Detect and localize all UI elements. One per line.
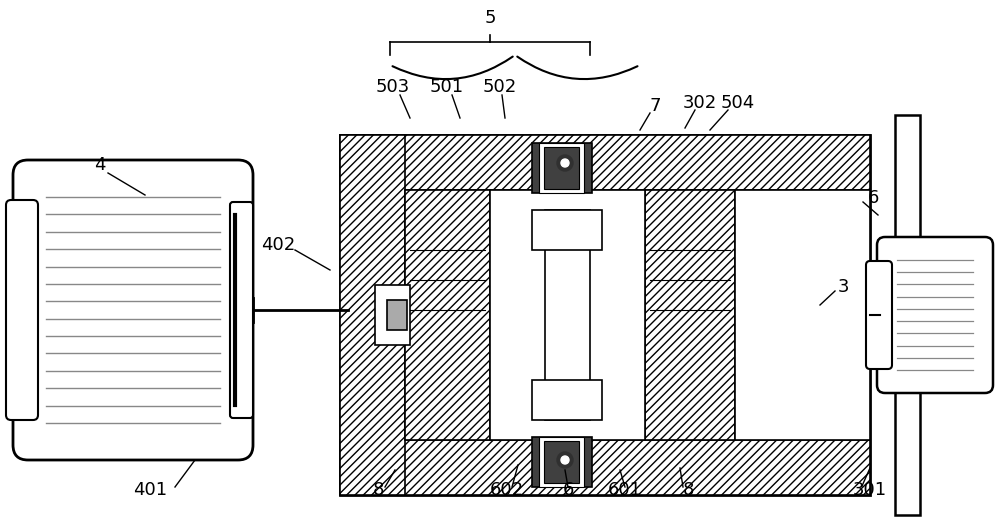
Bar — [532, 380, 602, 420]
Bar — [532, 210, 602, 250]
Circle shape — [557, 452, 573, 468]
Text: 401: 401 — [133, 481, 167, 499]
FancyBboxPatch shape — [6, 200, 38, 420]
Text: 5: 5 — [484, 9, 496, 27]
Bar — [539, 437, 584, 487]
Text: 503: 503 — [376, 78, 410, 96]
Bar — [735, 190, 870, 440]
Text: 6: 6 — [867, 189, 879, 207]
Text: 301: 301 — [853, 481, 887, 499]
Circle shape — [561, 159, 569, 167]
Bar — [375, 285, 410, 345]
Text: 602: 602 — [490, 481, 524, 499]
Text: 4: 4 — [94, 156, 106, 174]
Bar — [490, 190, 645, 440]
FancyBboxPatch shape — [230, 202, 253, 418]
Circle shape — [557, 155, 573, 171]
Bar — [895, 115, 920, 515]
Bar — [532, 437, 592, 487]
Bar — [645, 190, 735, 440]
Text: 8: 8 — [372, 481, 384, 499]
Text: 7: 7 — [649, 97, 661, 115]
Text: 302: 302 — [683, 94, 717, 112]
Bar — [544, 147, 579, 189]
Bar — [405, 190, 490, 440]
FancyBboxPatch shape — [877, 237, 993, 393]
Text: 501: 501 — [430, 78, 464, 96]
Bar — [544, 441, 579, 483]
Bar — [340, 135, 405, 495]
Bar — [340, 135, 870, 190]
Bar — [539, 143, 584, 193]
Bar — [545, 210, 590, 420]
Bar — [340, 440, 870, 495]
Circle shape — [561, 456, 569, 464]
Text: 504: 504 — [721, 94, 755, 112]
FancyBboxPatch shape — [13, 160, 253, 460]
Text: 601: 601 — [608, 481, 642, 499]
Text: 8: 8 — [682, 481, 694, 499]
FancyBboxPatch shape — [866, 261, 892, 369]
Text: 6: 6 — [562, 481, 574, 499]
Text: 3: 3 — [837, 278, 849, 296]
Bar — [340, 135, 870, 495]
Bar — [387, 300, 407, 330]
Text: 402: 402 — [261, 236, 295, 254]
Bar — [532, 143, 592, 193]
Text: 502: 502 — [483, 78, 517, 96]
